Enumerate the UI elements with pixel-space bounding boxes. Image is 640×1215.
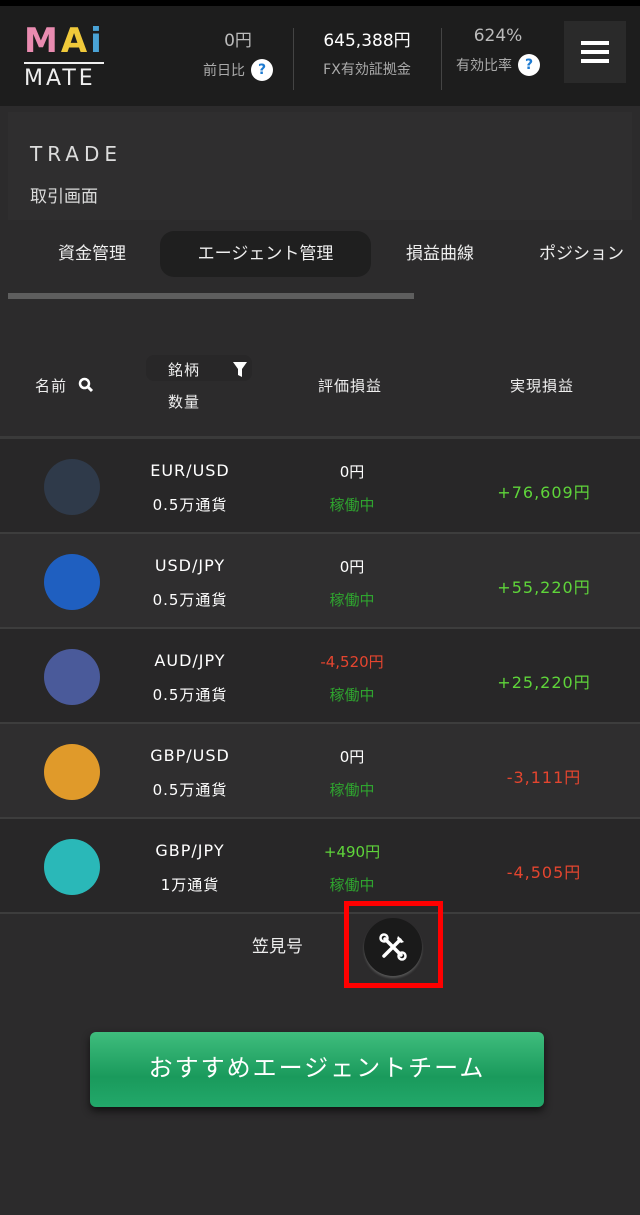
page-title: TRADE [30, 142, 123, 166]
agent-team-name: 笠見号 [252, 937, 303, 957]
agent-table: 名前 銘柄 数量 評価損益 実現損益 EUR/USD 0.5万通貨 0円 稼働中… [0, 331, 640, 914]
unrealized-pl: +490円 [323, 843, 381, 861]
table-row[interactable]: EUR/USD 0.5万通貨 0円 稼働中 +76,609円 [0, 439, 640, 534]
header-name: 名前 [35, 377, 68, 395]
status-badge: 稼働中 [329, 591, 375, 609]
quantity: 0.5万通貨 [152, 591, 228, 609]
stat-label: 有効比率 [456, 58, 512, 74]
realized-pl: +55,220円 [497, 578, 591, 597]
tab-positions[interactable]: ポジション [539, 244, 624, 264]
agent-avatar-penguin[interactable] [44, 459, 100, 515]
symbol: USD/JPY [154, 556, 226, 575]
stat-ratio: 624% 有効比率? [428, 26, 568, 76]
stat-value: 0円 [224, 31, 252, 51]
table-row[interactable]: AUD/JPY 0.5万通貨 -4,520円 稼働中 +25,220円 [0, 629, 640, 724]
table-row[interactable]: GBP/JPY 1万通貨 +490円 稼働中 -4,505円 [0, 819, 640, 914]
symbol: GBP/USD [150, 746, 230, 765]
symbol: GBP/JPY [155, 841, 225, 860]
header-unrealized: 評価損益 [318, 377, 383, 395]
logo-mate: MATE [24, 66, 96, 91]
header-quantity: 数量 [168, 393, 201, 411]
status-badge: 稼働中 [329, 781, 375, 799]
realized-pl: +25,220円 [497, 673, 591, 692]
status-badge: 稼働中 [329, 686, 375, 704]
quantity: 1万通貨 [160, 876, 220, 894]
logo-a: A [60, 21, 91, 61]
quantity: 0.5万通貨 [152, 781, 228, 799]
highlight-box [344, 901, 443, 988]
header-realized: 実現損益 [510, 377, 575, 395]
header-symbol: 銘柄 [168, 361, 201, 379]
unrealized-pl: 0円 [339, 558, 365, 576]
status-badge: 稼働中 [329, 876, 375, 894]
table-row[interactable]: USD/JPY 0.5万通貨 0円 稼働中 +55,220円 [0, 534, 640, 629]
status-bar [0, 0, 640, 6]
stat-value: 645,388円 [323, 31, 411, 51]
tab-fund-management[interactable]: 資金管理 [58, 244, 126, 264]
wrench-screwdriver-icon [379, 933, 407, 961]
agent-avatar-dragon[interactable] [44, 839, 100, 895]
agent-avatar-mushroom[interactable] [44, 744, 100, 800]
unrealized-pl: -4,520円 [320, 653, 384, 671]
unrealized-pl: 0円 [339, 463, 365, 481]
help-icon[interactable]: ? [251, 59, 273, 81]
logo-i: i [90, 21, 105, 61]
quantity: 0.5万通貨 [152, 686, 228, 704]
symbol: AUD/JPY [154, 651, 226, 670]
realized-pl: -4,505円 [506, 863, 582, 882]
status-badge: 稼働中 [329, 496, 375, 514]
table-header: 名前 銘柄 数量 評価損益 実現損益 [0, 331, 640, 439]
stat-label: FX有効証拠金 [323, 62, 411, 78]
app-header: MAi MATE 0円 前日比? 645,388円 FX有効証拠金 624% 有… [0, 6, 640, 106]
search-icon[interactable] [78, 377, 94, 393]
realized-pl: -3,111円 [506, 768, 582, 787]
stat-label: 前日比 [203, 63, 245, 79]
filter-icon[interactable] [232, 361, 248, 378]
recommended-agent-team-button[interactable]: おすすめエージェントチーム [90, 1032, 544, 1107]
agent-avatar-wolf[interactable] [44, 649, 100, 705]
unrealized-pl: 0円 [339, 748, 365, 766]
page-heading: TRADE 取引画面 [8, 112, 632, 220]
quantity: 0.5万通貨 [152, 496, 228, 514]
stat-value: 624% [473, 26, 523, 46]
page-subtitle: 取引画面 [30, 187, 98, 207]
logo[interactable]: MAi MATE [24, 24, 104, 91]
stat-fx-margin: 645,388円 FX有効証拠金 [297, 26, 437, 79]
help-icon[interactable]: ? [518, 54, 540, 76]
logo-m: M [24, 21, 61, 61]
tab-scrollbar[interactable] [8, 293, 414, 299]
table-row[interactable]: GBP/USD 0.5万通貨 0円 稼働中 -3,111円 [0, 724, 640, 819]
tab-agent-management[interactable]: エージェント管理 [160, 231, 371, 277]
realized-pl: +76,609円 [497, 483, 591, 502]
stat-daily-change: 0円 前日比? [168, 26, 308, 81]
tab-pl-curve[interactable]: 損益曲線 [406, 244, 474, 264]
agent-avatar-octopus[interactable] [44, 554, 100, 610]
settings-tool-button[interactable] [364, 918, 422, 976]
symbol: EUR/USD [150, 461, 230, 480]
hamburger-menu-button[interactable] [564, 21, 626, 83]
tab-bar: 資金管理 エージェント管理 損益曲線 ポジション [0, 231, 640, 277]
